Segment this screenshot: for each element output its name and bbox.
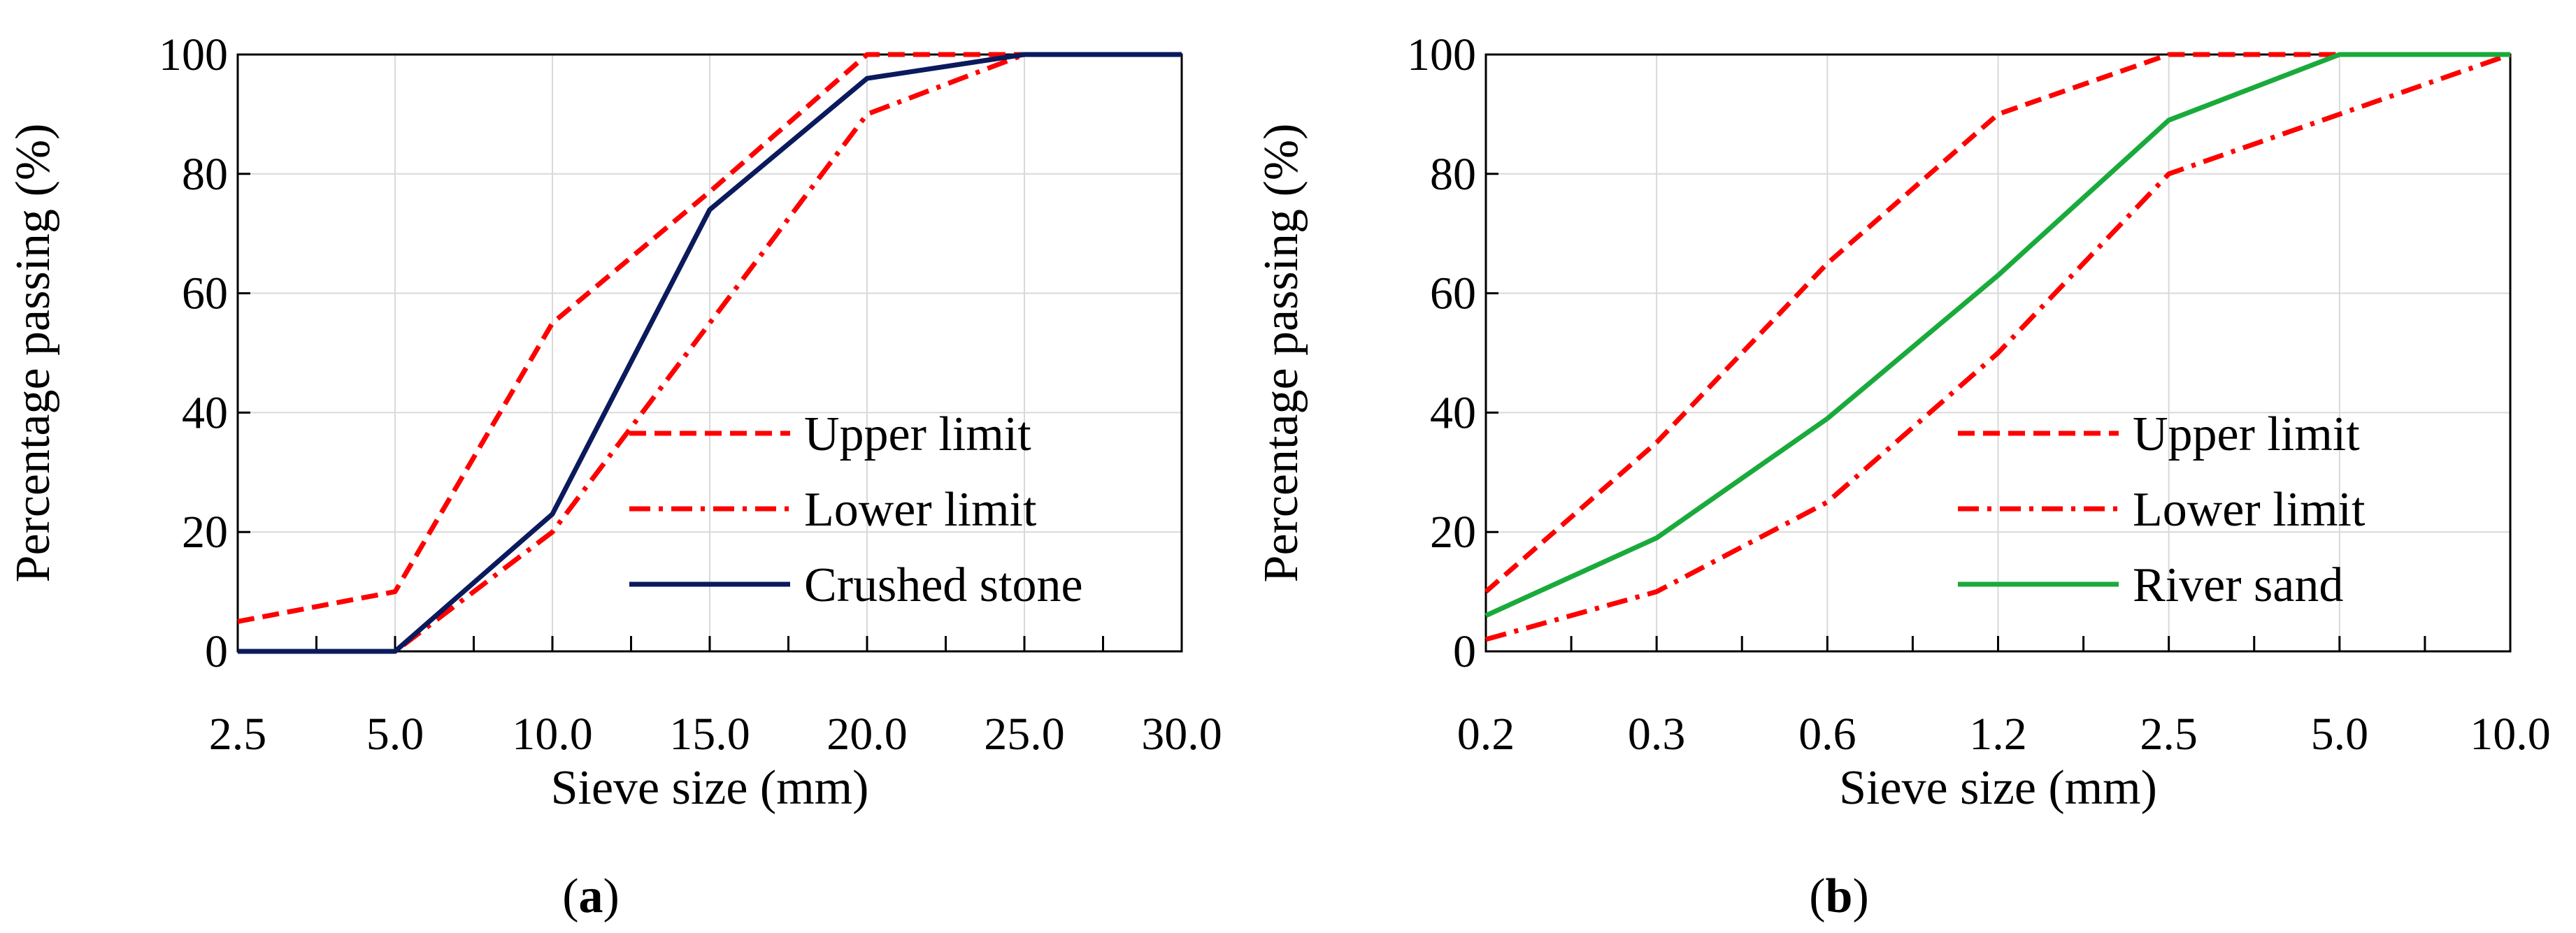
legend-label: Upper limit: [804, 407, 1031, 461]
legend-item-upper-limit: Upper limit: [1958, 407, 2360, 461]
y-tick-label: 0: [1453, 626, 1476, 677]
y-tick-label: 80: [1430, 149, 1476, 200]
legend-item-river-sand: River sand: [1958, 558, 2343, 612]
panel-label-open: (: [562, 869, 578, 923]
chart-panel-a: 0 20 40 60 80 100 2.5 5.0 10.0 15.0 20.0…: [6, 29, 1222, 923]
y-tick-label: 60: [1430, 268, 1476, 319]
legend-item-lower-limit: Lower limit: [629, 483, 1037, 537]
x-tick-label: 5.0: [366, 709, 424, 760]
x-axis-ticks: 0.2 0.3 0.6 1.2 2.5 5.0 10.0: [1457, 636, 2551, 760]
x-axis-ticks: 2.5 5.0 10.0 15.0 20.0 25.0 30.0: [209, 636, 1222, 760]
x-tick-label: 0.3: [1628, 709, 1686, 760]
panel-label-close: ): [1852, 869, 1868, 923]
y-axis-title: Percentage passing (%): [1254, 124, 1308, 583]
series-line-river-sand: [1484, 52, 2510, 618]
legend-label: Upper limit: [2133, 407, 2360, 461]
x-tick-label: 10.0: [512, 709, 593, 760]
legend-item-crushed-stone: Crushed stone: [629, 558, 1083, 612]
series-line-lower-limit: [1485, 52, 2512, 642]
y-tick-label: 80: [182, 149, 228, 200]
x-tick-label: 10.0: [2470, 709, 2551, 760]
x-tick-label: 0.6: [1798, 709, 1856, 760]
y-tick-label: 60: [182, 268, 228, 319]
panel-label-letter: b: [1826, 869, 1853, 923]
panel-label-open: (: [1809, 869, 1825, 923]
x-axis-title: Sieve size (mm): [551, 761, 869, 815]
y-axis-title: Percentage passing (%): [6, 124, 60, 583]
x-tick-label: 5.0: [2311, 709, 2369, 760]
x-axis-title: Sieve size (mm): [1839, 761, 2157, 815]
legend: Upper limit Lower limit Crushed stone: [629, 407, 1083, 612]
chart-panel-b: 0 20 40 60 80 100 0.2 0.3 0.6 1.2 2.5 5.…: [1254, 29, 2551, 923]
series-line-upper-limit: [1484, 52, 2510, 594]
x-tick-label: 20.0: [827, 709, 908, 760]
y-axis-ticks: 0 20 40 60 80 100: [159, 29, 250, 677]
y-tick-label: 100: [159, 29, 228, 80]
panel-label-close: ): [603, 869, 620, 923]
legend-label: River sand: [2133, 558, 2343, 612]
legend-label: Lower limit: [2133, 483, 2366, 537]
panel-label-letter: a: [579, 869, 603, 923]
panel-label-b: (b): [1809, 869, 1869, 923]
y-tick-label: 20: [1430, 507, 1476, 558]
y-tick-label: 40: [182, 387, 228, 438]
x-tick-label: 1.2: [1969, 709, 2027, 760]
series-lines: [237, 52, 1182, 654]
x-tick-label: 2.5: [2140, 709, 2198, 760]
series-lines: [1484, 52, 2512, 642]
x-tick-label: 2.5: [209, 709, 267, 760]
y-tick-label: 20: [182, 507, 228, 558]
x-tick-label: 30.0: [1141, 709, 1222, 760]
x-tick-label: 25.0: [984, 709, 1065, 760]
x-tick-label: 0.2: [1457, 709, 1515, 760]
x-tick-label: 15.0: [669, 709, 750, 760]
series-line-crushed-stone: [238, 52, 1182, 654]
legend-item-lower-limit: Lower limit: [1958, 483, 2366, 537]
legend: Upper limit Lower limit River sand: [1958, 407, 2366, 612]
legend-item-upper-limit: Upper limit: [629, 407, 1031, 461]
legend-label: Crushed stone: [804, 558, 1083, 612]
y-tick-label: 100: [1407, 29, 1476, 80]
panel-label-a: (a): [562, 869, 620, 923]
y-tick-label: 40: [1430, 387, 1476, 438]
legend-label: Lower limit: [804, 483, 1037, 537]
y-tick-label: 0: [205, 626, 228, 677]
y-axis-ticks: 0 20 40 60 80 100: [1407, 29, 1498, 677]
